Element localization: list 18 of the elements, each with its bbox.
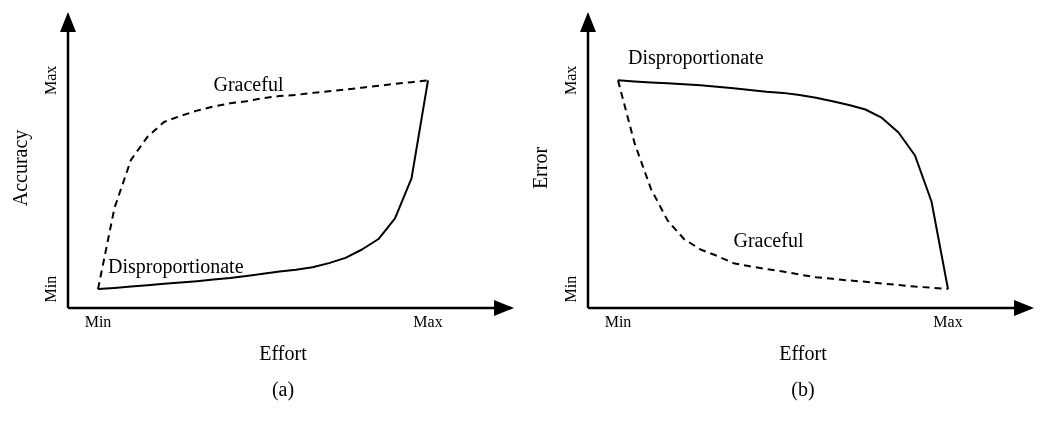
x-tick-label: Min [84, 313, 112, 331]
series-label: Disproportionate [108, 255, 244, 279]
text: (a) [270, 378, 296, 401]
text: Min [562, 275, 579, 303]
text: Min [42, 275, 59, 303]
x-tick-label: Max [933, 313, 963, 331]
text: Max [42, 65, 59, 96]
x-tick-label: Max [413, 313, 443, 331]
y-axis-title: Error [529, 146, 552, 190]
text: Max [562, 65, 579, 96]
text: (b) [790, 378, 816, 401]
x-axis-title: Effort [779, 342, 828, 364]
series-label: Disproportionate [628, 46, 764, 70]
x-tick-label: Min [604, 313, 632, 331]
y-axis-title: Accuracy [9, 129, 33, 207]
series-label: Graceful [733, 229, 804, 252]
x-axis-title: Effort [259, 342, 308, 364]
series-label: Graceful [213, 72, 284, 95]
